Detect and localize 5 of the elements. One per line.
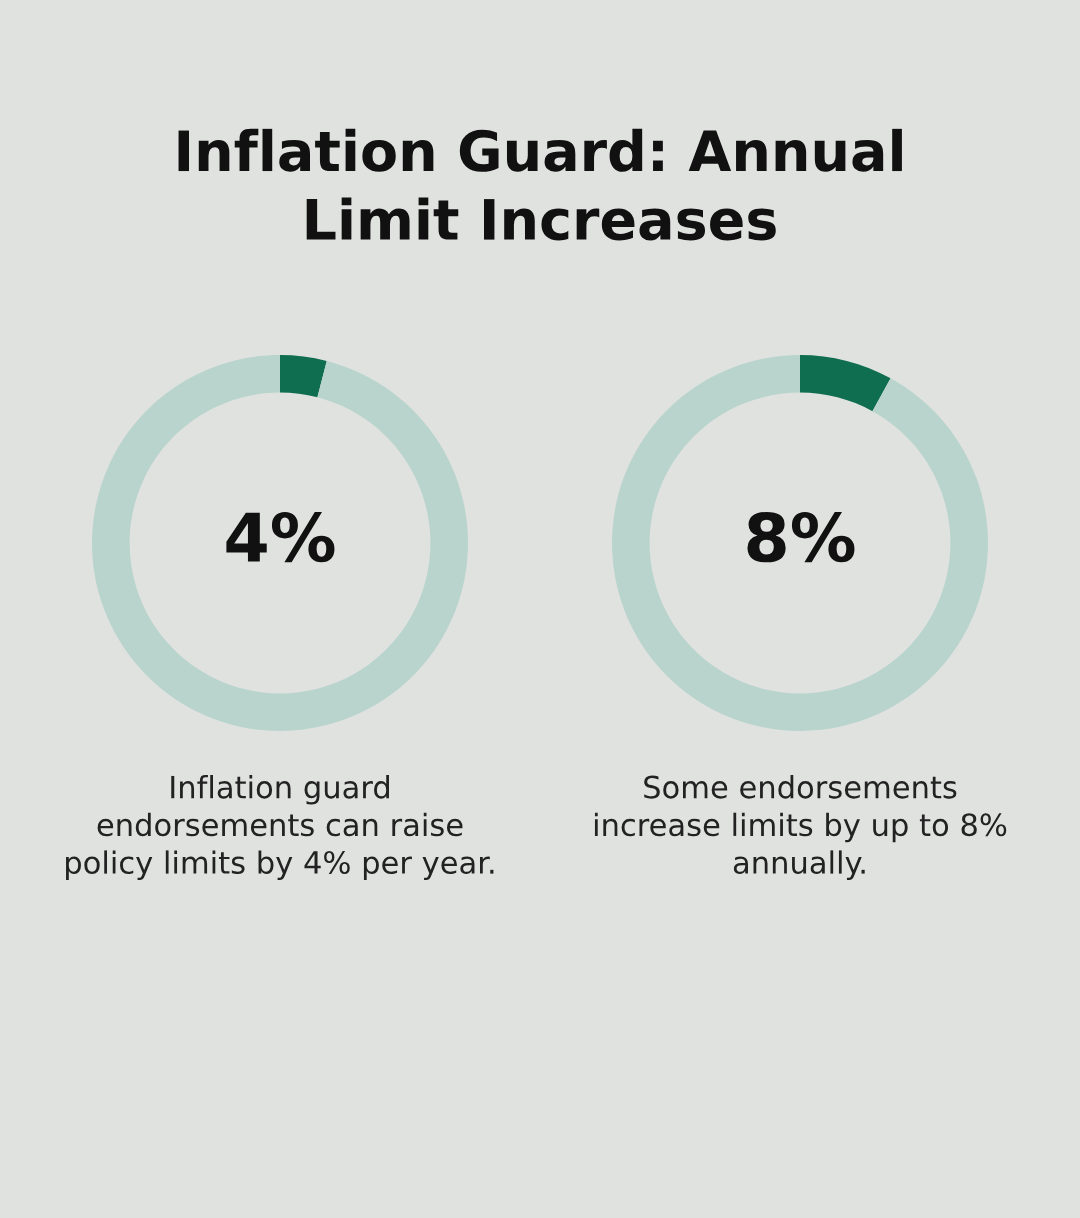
chart-title: Inflation Guard: Annual Limit Increases	[178, 128, 902, 241]
data-label: 8%	[747, 511, 855, 563]
text: Some endorsements increase limits by up to 8% annually.	[594, 775, 1007, 880]
text: Inflation guard endorsements can raise policy limits by 4% per year.	[66, 775, 494, 880]
data-label: 4%	[226, 511, 335, 563]
